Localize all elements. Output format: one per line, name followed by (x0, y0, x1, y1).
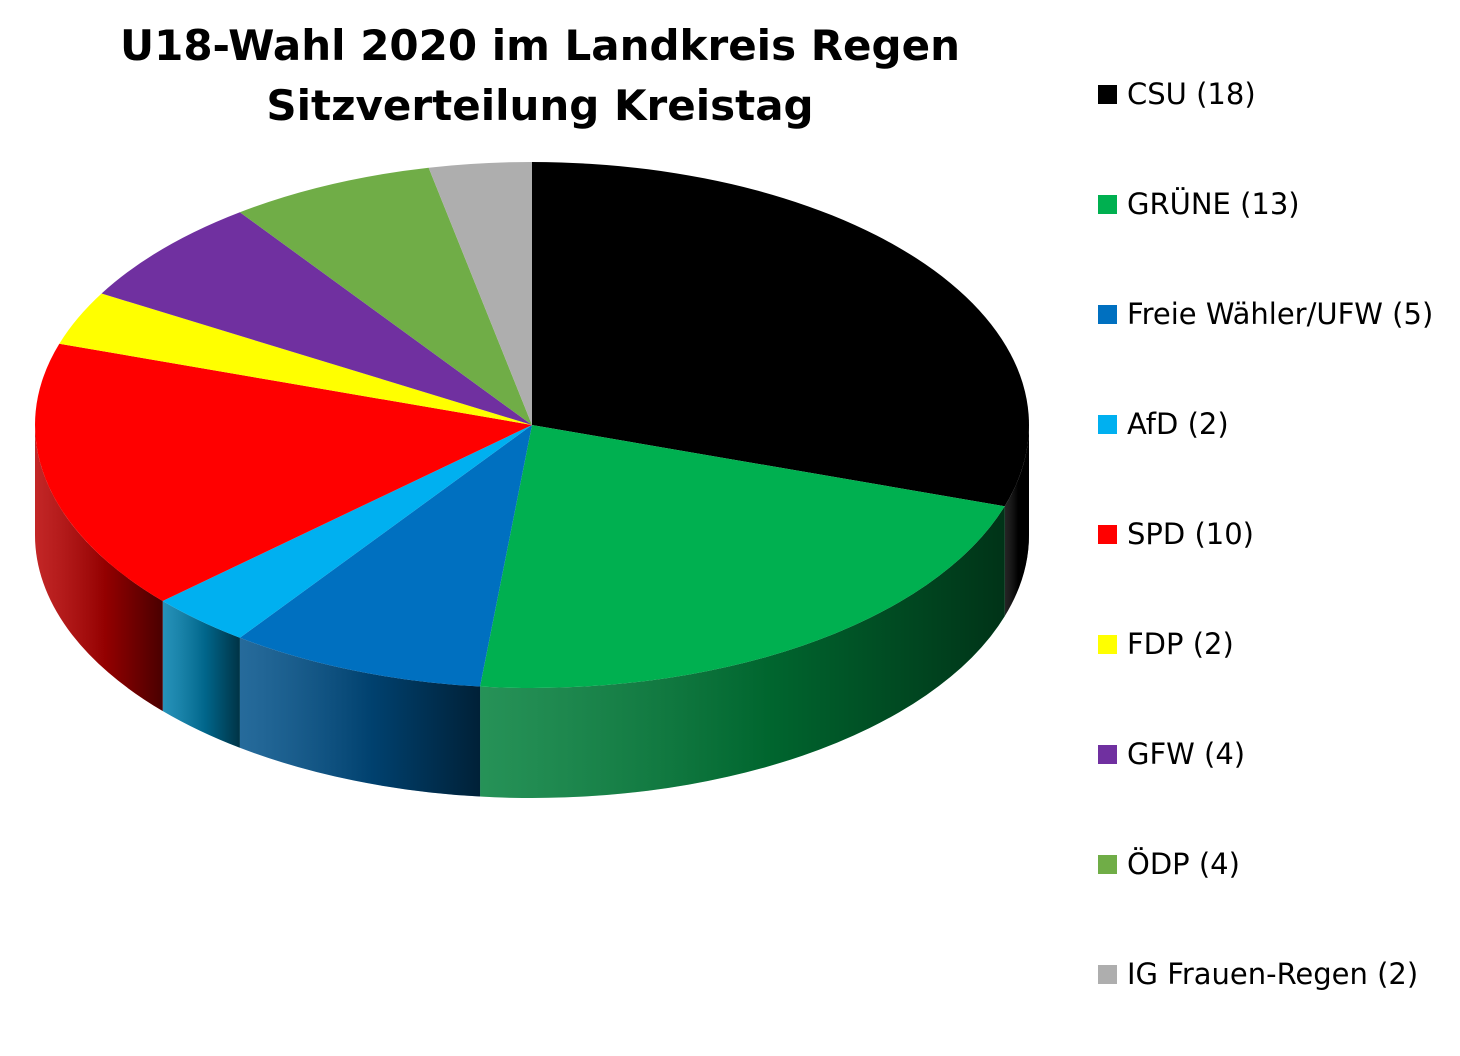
legend-swatch (1098, 634, 1117, 654)
legend-label: GFW (4) (1127, 737, 1246, 771)
legend-item-freie-waehler-ufw-5: Freie Wähler/UFW (5) (1098, 286, 1433, 342)
pie-slice-gruene-13 (480, 425, 1005, 689)
legend-swatch (1098, 524, 1117, 544)
pie-slice-ig-frauen-regen-2 (428, 162, 532, 425)
pie-slice-fdp-2 (59, 293, 532, 425)
legend-item-spd-10: SPD (10) (1098, 506, 1433, 562)
legend-label: CSU (18) (1127, 77, 1256, 111)
legend-swatch (1098, 84, 1117, 104)
legend-swatch (1098, 744, 1117, 764)
legend-label: Freie Wähler/UFW (5) (1127, 297, 1434, 331)
legend-label: FDP (2) (1127, 627, 1234, 661)
legend-swatch (1098, 964, 1117, 984)
pie-slice-gfw-4 (101, 212, 532, 425)
legend-label: SPD (10) (1127, 517, 1254, 551)
legend-swatch (1098, 854, 1117, 874)
pie-slice-oedp-4 (239, 167, 532, 425)
legend-item-csu-18: CSU (18) (1098, 66, 1433, 122)
pie-sides (35, 425, 1029, 798)
legend-label: GRÜNE (13) (1127, 187, 1300, 221)
pie-slice-csu-18 (532, 162, 1029, 507)
pie-side-shade-spd-10 (35, 425, 163, 711)
legend-swatch (1098, 304, 1117, 324)
pie-side-shade-csu-18 (1004, 425, 1029, 617)
legend-item-oedp-4: ÖDP (4) (1098, 836, 1433, 892)
legend-swatch (1098, 414, 1117, 434)
legend-item-afd-2: AfD (2) (1098, 396, 1433, 452)
pie-side-shade-gruene-13 (480, 506, 1005, 798)
legend-item-fdp-2: FDP (2) (1098, 616, 1433, 672)
legend-swatch (1098, 194, 1117, 214)
chart-title: U18-Wahl 2020 im Landkreis Regen Sitzver… (40, 16, 1040, 136)
pie-slice-freie-waehler-ufw-5 (239, 425, 532, 687)
legend-item-gfw-4: GFW (4) (1098, 726, 1433, 782)
legend-item-gruene-13: GRÜNE (13) (1098, 176, 1433, 232)
pie-slice-spd-10 (35, 343, 532, 601)
chart-subtitle-line: Sitzverteilung Kreistag (266, 81, 814, 130)
legend-item-ig-frauen-regen-2: IG Frauen-Regen (2) (1098, 946, 1433, 1002)
chart-title-line: U18-Wahl 2020 im Landkreis Regen (120, 21, 960, 70)
legend-label: AfD (2) (1127, 407, 1229, 441)
legend: CSU (18) GRÜNE (13) Freie Wähler/UFW (5) Af… (1098, 66, 1433, 1056)
pie-tops (35, 162, 1029, 689)
pie-slice-afd-2 (162, 425, 532, 638)
pie-side-shade-freie-waehler-ufw-5 (239, 637, 481, 797)
legend-label: IG Frauen-Regen (2) (1127, 957, 1419, 991)
pie-side-shade-afd-2 (162, 600, 240, 748)
pie-chart (35, 162, 1029, 798)
legend-label: ÖDP (4) (1127, 847, 1240, 881)
